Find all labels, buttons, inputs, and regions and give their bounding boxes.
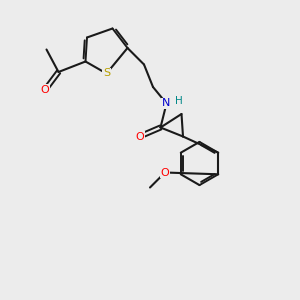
Text: O: O [160,167,169,178]
Text: S: S [103,68,110,79]
Text: H: H [175,95,183,106]
Text: O: O [135,131,144,142]
Text: N: N [162,98,171,109]
Text: O: O [40,85,50,95]
